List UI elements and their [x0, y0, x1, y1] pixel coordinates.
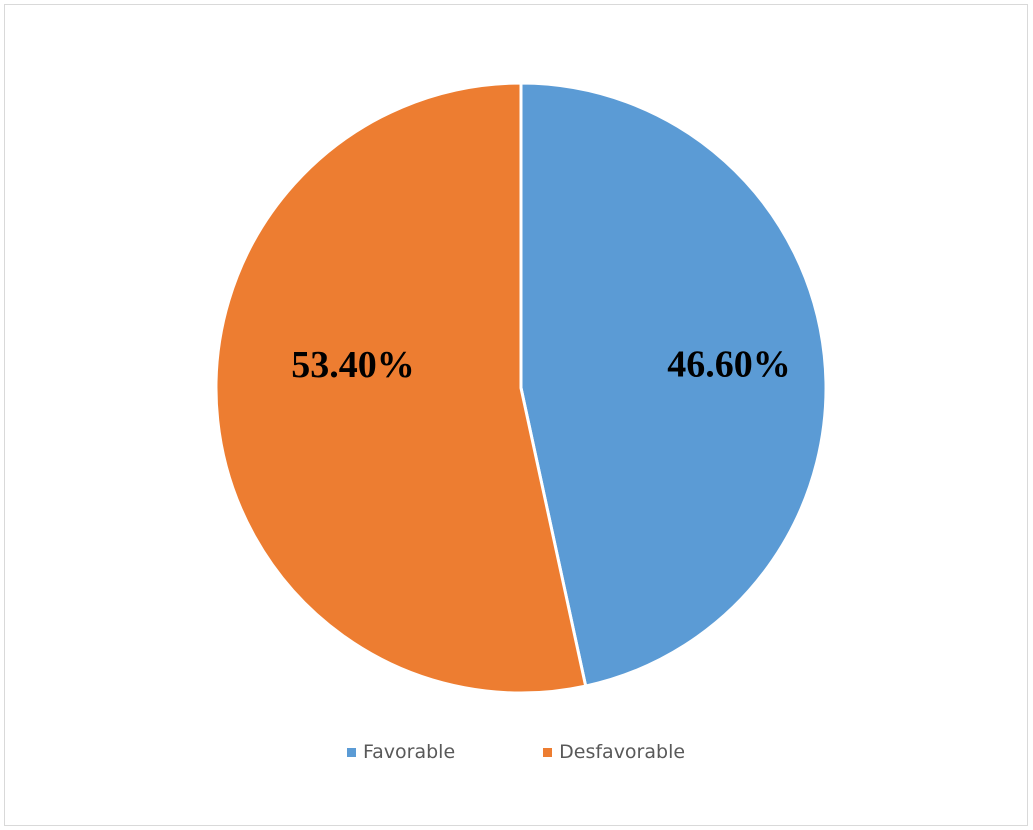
legend-item-favorable: Favorable: [346, 741, 456, 763]
legend-label-desfavorable: Desfavorable: [559, 741, 686, 763]
data-label-favorable: 46.60%: [667, 344, 791, 386]
pie-slice-desfavorable: [214, 81, 588, 695]
legend-label-favorable: Favorable: [362, 741, 456, 763]
legend: Favorable Desfavorable: [5, 741, 1027, 763]
legend-swatch-desfavorable: [543, 747, 553, 757]
pie-chart: 46.60% 53.40%: [214, 81, 828, 695]
pie-slice-favorable: [519, 81, 828, 688]
legend-item-desfavorable: Desfavorable: [543, 741, 685, 763]
chart-area: 46.60% 53.40% Favorable Desfavorable: [4, 4, 1028, 826]
legend-swatch-favorable: [346, 747, 356, 757]
data-label-desfavorable: 53.40%: [291, 344, 415, 386]
